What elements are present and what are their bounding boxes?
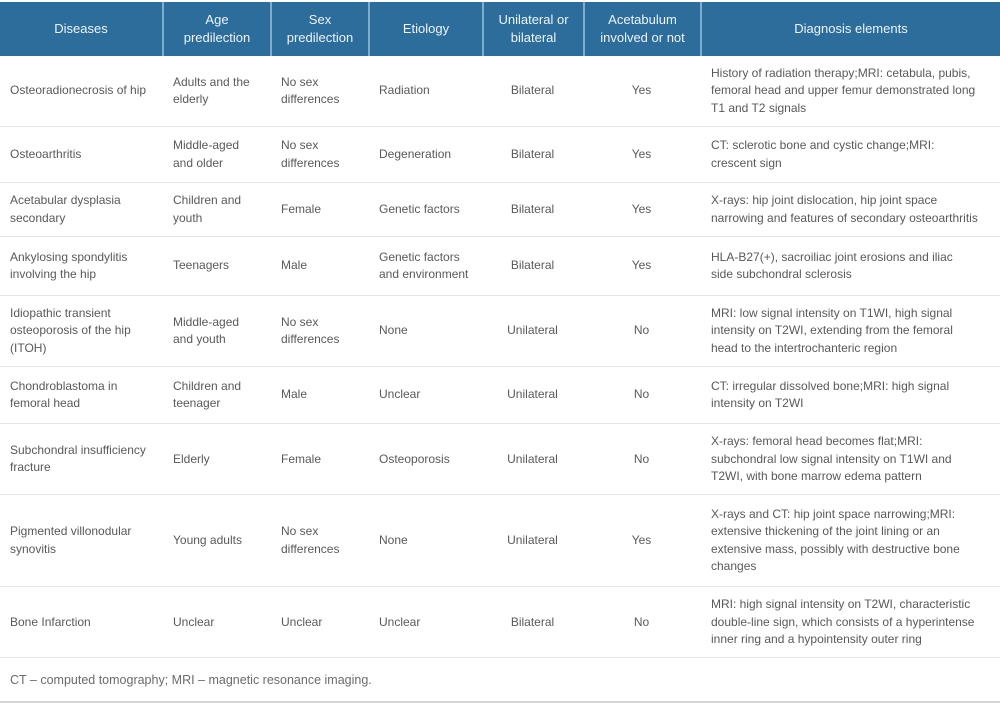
cell-age-predilection: Children and youth [173, 193, 242, 225]
cell-age-predilection: Unclear [173, 614, 215, 629]
cell-acetabulum: No [633, 323, 650, 338]
cell-laterality: Bilateral [510, 258, 555, 273]
cell-etiology: Genetic factors and environment [379, 249, 469, 281]
column-header-diseases: Diseases [0, 2, 164, 56]
cell-etiology: Radiation [379, 83, 430, 98]
column-header-acetabulum: Acetabulum involved or not [584, 2, 702, 56]
cell-acetabulum: Yes [631, 258, 652, 273]
cell-disease: Bone Infarction [10, 614, 91, 629]
cell-disease: Osteoarthritis [10, 146, 82, 161]
cell-laterality: Bilateral [510, 83, 555, 98]
cell-diagnosis-elements: X-rays: femoral head becomes flat;MRI: s… [711, 434, 952, 483]
cell-sex-predilection: Male [281, 258, 308, 273]
cell-acetabulum: Yes [631, 533, 652, 548]
table-row: Ankylosing spondylitis involving the hip… [0, 236, 1000, 296]
cell-diagnosis-elements: MRI: low signal intensity on T1WI, high … [711, 305, 953, 355]
column-header-laterality: Unilateral or bilateral [483, 2, 585, 56]
column-header-age-predilection: Age predilection [163, 2, 272, 56]
cell-disease: Pigmented villonodular synovitis [10, 524, 132, 556]
cell-acetabulum: Yes [631, 83, 652, 98]
table-row: Subchondral insufficiency fracture Elder… [0, 424, 1000, 495]
cell-diagnosis-elements: History of radiation therapy;MRI: cetabu… [711, 66, 976, 115]
table-row: Pigmented villonodular synovitis Young a… [0, 495, 1000, 587]
cell-laterality: Unilateral [507, 323, 558, 338]
abbreviations-footnote: CT – computed tomography; MRI – magnetic… [0, 658, 1000, 703]
cell-etiology: Degeneration [379, 146, 452, 161]
cell-disease: Chondroblastoma in femoral head [10, 378, 118, 411]
cell-age-predilection: Middle-aged and youth [173, 314, 240, 347]
cell-sex-predilection: Female [281, 201, 322, 216]
cell-disease: Acetabular dysplasia secondary [10, 193, 121, 225]
cell-age-predilection: Adults and the elderly [173, 74, 250, 107]
cell-age-predilection: Middle-aged and older [173, 138, 240, 170]
cell-laterality: Bilateral [510, 614, 555, 629]
cell-laterality: Unilateral [507, 533, 558, 548]
cell-diagnosis-elements: CT: irregular dissolved bone;MRI: high s… [711, 378, 950, 411]
table-row: Bone Infarction Unclear Unclear Unclear … [0, 587, 1000, 658]
cell-disease: Ankylosing spondylitis involving the hip [10, 249, 128, 281]
table-row: Osteoradionecrosis of hip Adults and the… [0, 56, 1000, 127]
cell-laterality: Bilateral [510, 201, 555, 216]
cell-acetabulum: No [633, 614, 650, 629]
cell-acetabulum: Yes [631, 201, 652, 216]
cell-disease: Idiopathic transient osteoporosis of the… [10, 305, 131, 355]
cell-etiology: Osteoporosis [379, 451, 450, 466]
cell-laterality: Bilateral [510, 146, 555, 161]
column-header-etiology: Etiology [369, 2, 484, 56]
cell-sex-predilection: No sex differences [281, 524, 340, 556]
cell-sex-predilection: No sex differences [281, 138, 340, 170]
column-header-diagnosis-elements: Diagnosis elements [701, 2, 1000, 56]
column-header-sex-predilection: Sex predilection [271, 2, 370, 56]
cell-etiology: None [379, 323, 408, 338]
cell-etiology: Genetic factors [379, 201, 460, 216]
cell-sex-predilection: No sex differences [281, 74, 340, 107]
cell-age-predilection: Young adults [173, 533, 242, 548]
cell-diagnosis-elements: CT: sclerotic bone and cystic change;MRI… [711, 138, 935, 170]
cell-age-predilection: Teenagers [173, 258, 230, 273]
cell-acetabulum: No [633, 387, 650, 402]
cell-laterality: Unilateral [507, 451, 558, 466]
cell-diagnosis-elements: HLA-B27(+), sacroiliac joint erosions an… [711, 249, 953, 281]
cell-age-predilection: Children and teenager [173, 378, 242, 411]
table-row: Chondroblastoma in femoral head Children… [0, 367, 1000, 424]
cell-etiology: Unclear [379, 614, 421, 629]
cell-acetabulum: No [633, 451, 650, 466]
header-row: Diseases Age predilection Sex predilecti… [0, 2, 1000, 56]
cell-sex-predilection: Female [281, 451, 322, 466]
cell-sex-predilection: No sex differences [281, 314, 340, 347]
diseases-comparison-table: Diseases Age predilection Sex predilecti… [0, 2, 1000, 658]
cell-age-predilection: Elderly [173, 451, 210, 466]
cell-diagnosis-elements: X-rays: hip joint dislocation, hip joint… [711, 193, 978, 225]
cell-etiology: Unclear [379, 387, 421, 402]
cell-sex-predilection: Unclear [281, 614, 323, 629]
cell-diagnosis-elements: MRI: high signal intensity on T2WI, char… [711, 597, 975, 647]
cell-sex-predilection: Male [281, 387, 308, 402]
table-row: Acetabular dysplasia secondary Children … [0, 183, 1000, 237]
table-row: Idiopathic transient osteoporosis of the… [0, 295, 1000, 367]
cell-disease: Osteoradionecrosis of hip [10, 83, 147, 98]
cell-acetabulum: Yes [631, 146, 652, 161]
cell-laterality: Unilateral [507, 387, 558, 402]
cell-diagnosis-elements: X-rays and CT: hip joint space narrowing… [711, 507, 960, 574]
cell-etiology: None [379, 533, 408, 548]
table-row: Osteoarthritis Middle-aged and older No … [0, 127, 1000, 183]
cell-disease: Subchondral insufficiency fracture [10, 442, 146, 475]
